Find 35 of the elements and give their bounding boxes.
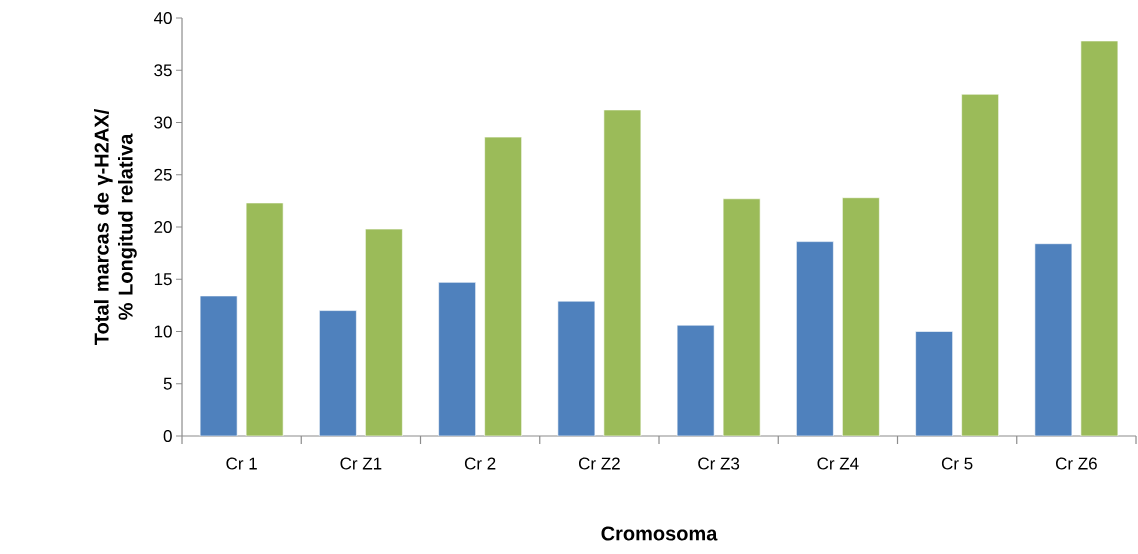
y-tick-label: 20 (154, 220, 172, 234)
bar (722, 198, 761, 436)
bar (484, 136, 522, 436)
y-axis-title: Total marcas de γ-H2AX/ % Longitud relativa (94, 109, 137, 345)
x-tick-label: Cr Z6 (1055, 457, 1097, 470)
bar (365, 228, 403, 436)
y-tick-label: 5 (163, 377, 172, 390)
x-axis-title: Cromosoma (601, 526, 718, 541)
x-tick-label: Cr 5 (941, 457, 973, 470)
bar (676, 324, 715, 436)
y-tick-label: 0 (163, 429, 172, 443)
y-tick-label: 40 (153, 11, 172, 25)
bar (842, 197, 880, 436)
bar (199, 295, 238, 436)
y-tick-label: 15 (154, 273, 172, 286)
y-tick-label: 30 (154, 116, 172, 129)
x-tick-label: Cr Z2 (578, 457, 620, 470)
bar (961, 93, 999, 436)
y-tick-label: 10 (154, 325, 172, 338)
x-tick-label: Cr 2 (464, 457, 496, 470)
x-tick-label: Cr 1 (226, 457, 257, 470)
bar (245, 202, 284, 436)
x-tick-label: Cr Z4 (817, 457, 859, 470)
bar (915, 331, 953, 436)
x-tick-label: Cr Z1 (340, 457, 382, 470)
bar (319, 310, 357, 436)
bar (1034, 243, 1073, 436)
bar (603, 109, 642, 436)
bar (557, 300, 596, 436)
bar (438, 282, 476, 436)
x-tick-label: Cr Z3 (698, 457, 740, 470)
bar (796, 241, 834, 436)
bar (1080, 40, 1119, 436)
y-tick-label: 35 (154, 64, 172, 77)
y-tick-label: 25 (154, 168, 172, 181)
